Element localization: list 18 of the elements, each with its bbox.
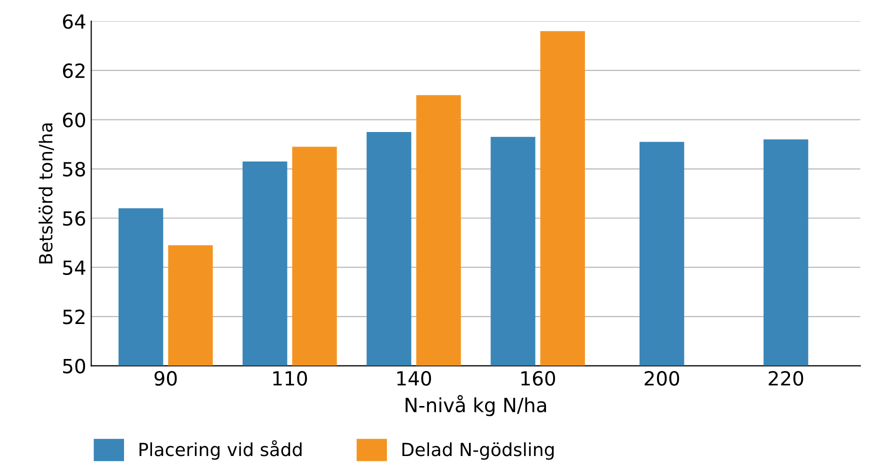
y-tick-label: 52	[63, 310, 84, 324]
y-axis-title: Betskörd ton/ha	[38, 124, 54, 264]
y-tick-label: 64	[63, 14, 86, 29]
legend-label: Delad N-gödsling	[402, 442, 554, 460]
y-tick-label: 56	[63, 211, 86, 226]
x-tick-label: 90	[154, 371, 177, 386]
x-tick-label: 200	[644, 371, 680, 386]
y-tick-label: 54	[63, 260, 86, 276]
y-tick-label: 58	[63, 162, 86, 177]
y-tick-label: 60	[63, 112, 86, 128]
x-tick-label: 160	[521, 371, 556, 386]
x-tick-label: 140	[397, 371, 432, 386]
legend-label: Placering vid sådd	[140, 440, 302, 460]
y-tick-label: 62	[63, 63, 84, 78]
x-axis-title: N-nivå kg N/ha	[406, 395, 546, 416]
x-tick-label: 110	[273, 371, 307, 386]
y-tick-label: 50	[63, 358, 86, 374]
x-tick-label: 220	[768, 371, 804, 386]
